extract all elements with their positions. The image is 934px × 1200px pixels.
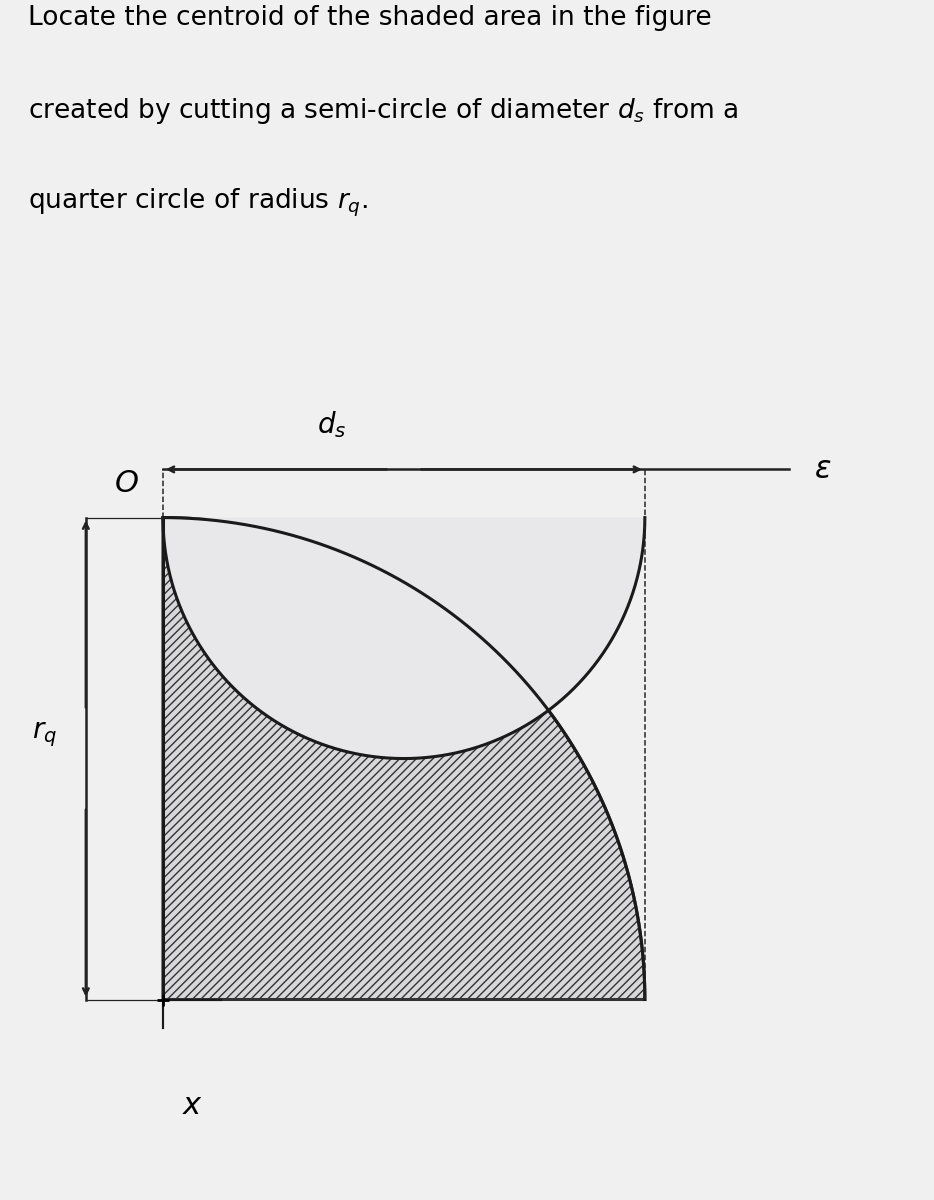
Text: O: O (115, 469, 139, 498)
Polygon shape (163, 517, 644, 1000)
Text: Locate the centroid of the shaded area in the figure: Locate the centroid of the shaded area i… (28, 5, 712, 31)
Text: quarter circle of radius $r_q$.: quarter circle of radius $r_q$. (28, 186, 368, 218)
Text: x: x (183, 1091, 201, 1120)
Text: created by cutting a semi-circle of diameter $d_s$ from a: created by cutting a semi-circle of diam… (28, 96, 739, 126)
Polygon shape (163, 517, 644, 758)
Text: $r_q$: $r_q$ (32, 720, 57, 749)
Text: $\varepsilon$: $\varepsilon$ (814, 455, 831, 484)
Text: $d_s$: $d_s$ (317, 409, 347, 440)
